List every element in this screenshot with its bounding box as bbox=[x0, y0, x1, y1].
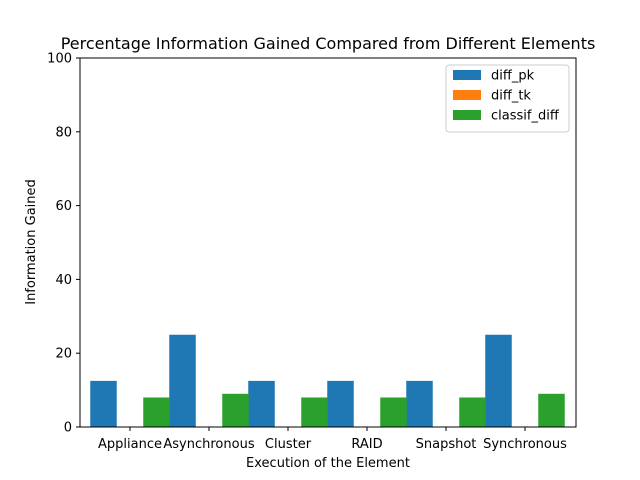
x-axis-title: Execution of the Element bbox=[246, 456, 410, 471]
legend-swatch-diff_tk bbox=[453, 90, 481, 100]
bar-classif_diff-appliance bbox=[143, 397, 170, 427]
bar-diff_pk-synchronous bbox=[485, 334, 512, 427]
legend-swatch-classif_diff bbox=[453, 110, 481, 120]
bar-classif_diff-raid bbox=[380, 397, 407, 427]
plot-frame bbox=[79, 57, 577, 428]
y-axis: 0 20 40 60 80 100 bbox=[47, 52, 80, 436]
chart-title: Percentage Information Gained Compared f… bbox=[61, 34, 596, 53]
legend-swatch-diff_pk bbox=[453, 70, 481, 80]
x-tick-label-snapshot: Snapshot bbox=[416, 437, 477, 452]
bar-classif_diff-synchronous bbox=[538, 393, 565, 427]
bar-diff_pk-snapshot bbox=[406, 380, 433, 427]
y-tick-label: 40 bbox=[55, 273, 72, 288]
bar-classif_diff-cluster bbox=[301, 397, 328, 427]
x-tick-label-cluster: Cluster bbox=[265, 437, 312, 452]
legend: diff_pk diff_tk classif_diff bbox=[445, 64, 570, 133]
legend-label-classif_diff: classif_diff bbox=[491, 109, 560, 124]
bar-diff_pk-asynchronous bbox=[169, 334, 196, 427]
bars-group bbox=[90, 334, 565, 427]
bar-diff_pk-raid bbox=[327, 380, 354, 427]
bar-classif_diff-asynchronous bbox=[222, 393, 249, 427]
legend-label-diff_tk: diff_tk bbox=[491, 89, 531, 104]
y-tick-label: 20 bbox=[55, 347, 72, 362]
x-tick-label-synchronous: Synchronous bbox=[483, 437, 567, 452]
y-axis-title: Information Gained bbox=[24, 179, 39, 305]
x-tick-label-raid: RAID bbox=[351, 437, 382, 452]
y-tick-label: 60 bbox=[55, 199, 72, 214]
y-tick-label: 80 bbox=[55, 125, 72, 140]
legend-label-diff_pk: diff_pk bbox=[491, 69, 535, 84]
x-tick-label-asynchronous: Asynchronous bbox=[163, 437, 254, 452]
x-axis: Appliance Asynchronous Cluster RAID Snapshot… bbox=[98, 427, 567, 452]
y-tick-label: 100 bbox=[47, 52, 72, 67]
bar-diff_pk-cluster bbox=[248, 380, 275, 427]
x-tick-label-appliance: Appliance bbox=[98, 437, 162, 452]
bar-classif_diff-snapshot bbox=[459, 397, 486, 427]
bar-diff_pk-appliance bbox=[90, 380, 117, 427]
y-tick-label: 0 bbox=[64, 421, 72, 436]
